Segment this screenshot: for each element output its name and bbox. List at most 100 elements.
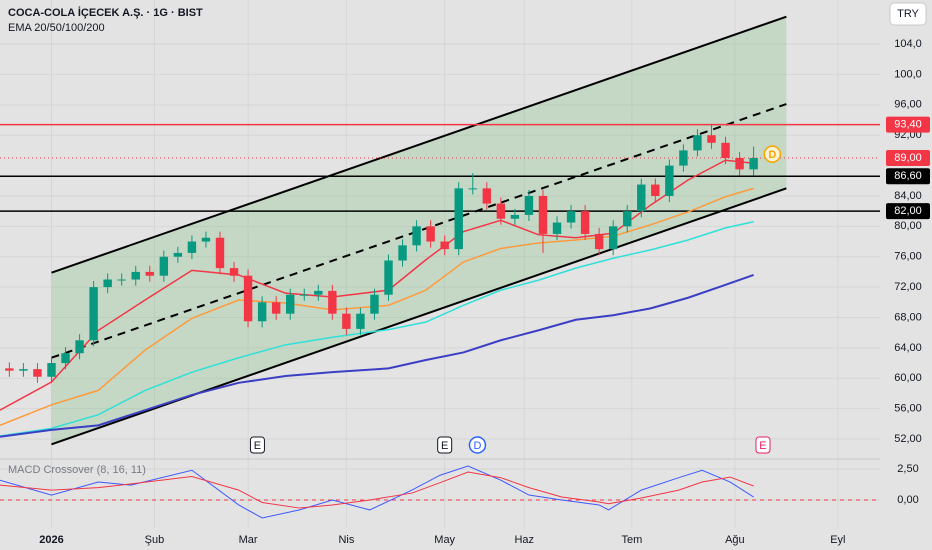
ema-line [0,221,754,437]
level-label: 82,00 [894,205,922,217]
level-label-box [886,116,930,133]
candle-body [693,135,702,151]
candle-body [356,313,365,329]
candle-body [75,340,84,354]
y-tick-label: 56,00 [894,403,922,415]
candle-body [566,211,576,223]
candle-body [271,302,281,314]
candle-body [623,211,632,227]
level-label-box [886,168,930,185]
y-tick-label: 52,00 [894,433,922,445]
dividend-marker [763,145,782,163]
candle-body [412,226,421,246]
candle-body [257,302,267,322]
candle-body [637,184,646,212]
macd-pane [0,460,880,528]
x-tick-label: Mar [239,534,258,546]
macd-title: MACD Crossover (8, 16, 11) [8,464,146,476]
candle-body [243,275,253,322]
candle-body [496,203,506,219]
candle-body [314,290,323,295]
level-label: 89,00 [894,152,922,164]
candle-body [384,260,393,295]
candle-body [651,184,660,196]
candle-body [47,363,56,377]
y-tick-label: 84,00 [894,190,922,202]
x-tick-label: Ağu [725,534,745,546]
event-label: D [473,440,481,452]
candle-body [552,222,562,234]
candle-body [482,188,492,204]
currency-label[interactable]: TRY [897,8,919,20]
chart-title: COCA-COLA İÇECEK A.Ş. · 1G · BIST [8,6,203,19]
candle-body [707,135,716,143]
event-label: E [254,440,261,452]
x-tick-label: Haz [514,534,534,546]
candle-body [89,287,98,341]
y-tick-label: 64,00 [894,342,922,354]
y-tick-label: 80,00 [894,220,922,232]
candle-body [131,271,140,280]
candle-body [440,241,449,250]
event-icon [755,436,771,454]
level-label: 86,60 [894,170,922,182]
price-pane [0,0,880,458]
y-tick-label: 60,00 [894,372,922,384]
candle-body [173,252,183,257]
y-tick-label: 76,00 [894,251,922,263]
candle-body [468,188,477,190]
ema-line [0,274,754,438]
ema-line [0,187,754,427]
event-icon [437,436,453,454]
candle-body [286,294,295,314]
y-tick-label: 72,00 [894,281,922,293]
x-tick-label: Tem [622,534,643,546]
y-tick-label: 96,00 [894,99,922,111]
x-tick-label: Nis [338,534,354,546]
macd-line [0,471,754,509]
candle-body [201,237,211,242]
candle-body [510,214,520,219]
candle-body [19,369,28,371]
x-tick-label: Şub [145,534,165,546]
candle-body [721,142,730,158]
candle-body [398,245,407,261]
candle-body [524,195,534,215]
macd-line [0,465,754,519]
candle-body [608,226,618,250]
y-tick-label: 100,0 [894,68,922,80]
candle-body [538,195,548,234]
y-tick-label: 2,50 [897,463,918,475]
candle-body [61,353,70,364]
candle-body [594,233,604,250]
chart-subtitle: EMA 20/50/100/200 [8,22,105,34]
candle-body [328,290,337,314]
candle-body [342,313,351,329]
overlay: 2026 Şub Mar Nis May Haz Tem Ağu Eyl 104,0 100,0 96… [39,38,930,546]
candle-body [33,369,42,377]
event-label: E [441,440,448,452]
candle-body [370,294,379,314]
candle-body [5,368,14,371]
candle-body [749,157,758,170]
level-label-box [886,203,930,220]
level-label-box [886,149,930,166]
level-label: 93,40 [894,118,922,130]
candle-body [187,241,197,253]
currency-button[interactable] [889,2,927,26]
candle-body [679,150,688,166]
ema-line [0,159,754,411]
candle-body [117,279,126,281]
candle-body [454,188,463,250]
x-tick-label: 2026 [39,534,63,546]
candle-body [580,211,590,234]
y-tick-label: 104,0 [894,38,922,50]
x-tick-label: May [434,534,455,546]
event-icon [468,436,487,454]
x-tick-label: Eyl [830,534,845,546]
event-label: E [759,440,766,452]
candle-body [735,157,744,170]
candle-body [665,165,674,196]
